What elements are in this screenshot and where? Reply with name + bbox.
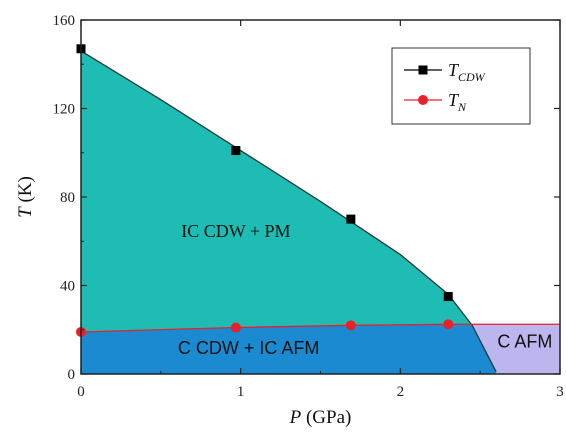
legend-marker-tcdw <box>418 65 428 75</box>
legend-entries: TCDW TN <box>404 60 486 114</box>
x-tick-label-2: 2 <box>397 384 405 400</box>
region-label-c_cdw_ic_afm: C CDW + IC AFM <box>178 338 320 358</box>
marker-tn-3 <box>443 319 454 330</box>
region-label-ic_cdw_pm: IC CDW + PM <box>181 221 290 241</box>
y-tick-label-120: 120 <box>53 102 76 118</box>
phase-regions <box>81 50 560 374</box>
region-c-afm <box>471 324 560 374</box>
x-tick-label-3: 3 <box>556 384 564 400</box>
region-labels: IC CDW + PM C CDW + IC AFM C AFM <box>178 221 552 358</box>
legend: TCDW TN <box>391 47 531 125</box>
upper-boundary-line <box>80 50 497 373</box>
marker-tcdw-3 <box>443 292 453 302</box>
legend-label-tcdw: TCDW <box>448 60 486 84</box>
y-tick-label-160: 160 <box>53 13 76 29</box>
data-markers <box>76 44 454 337</box>
marker-tn-1 <box>230 322 241 333</box>
legend-box <box>391 47 531 125</box>
x-tick-label-0: 0 <box>77 384 85 400</box>
x-tick-label-1: 1 <box>237 384 245 400</box>
y-tick-label-80: 80 <box>60 190 75 206</box>
region-label-c_afm: C AFM <box>497 331 552 351</box>
legend-label-tn: TN <box>448 90 467 114</box>
axis-ticks: 0 1 2 3 0 40 80 120 160 <box>53 13 564 400</box>
region-ic-cdw-pm <box>81 50 472 332</box>
marker-tn-2 <box>345 320 356 331</box>
y-tick-label-0: 0 <box>68 367 76 383</box>
marker-tcdw-2 <box>346 214 356 224</box>
x-axis-label: P (GPa) <box>289 407 352 428</box>
legend-marker-tn <box>418 95 428 105</box>
marker-tcdw-1 <box>231 146 241 156</box>
y-axis-label: T (K) <box>15 176 36 218</box>
y-tick-label-40: 40 <box>60 279 75 295</box>
region-c-cdw-ic-afm <box>81 324 497 374</box>
